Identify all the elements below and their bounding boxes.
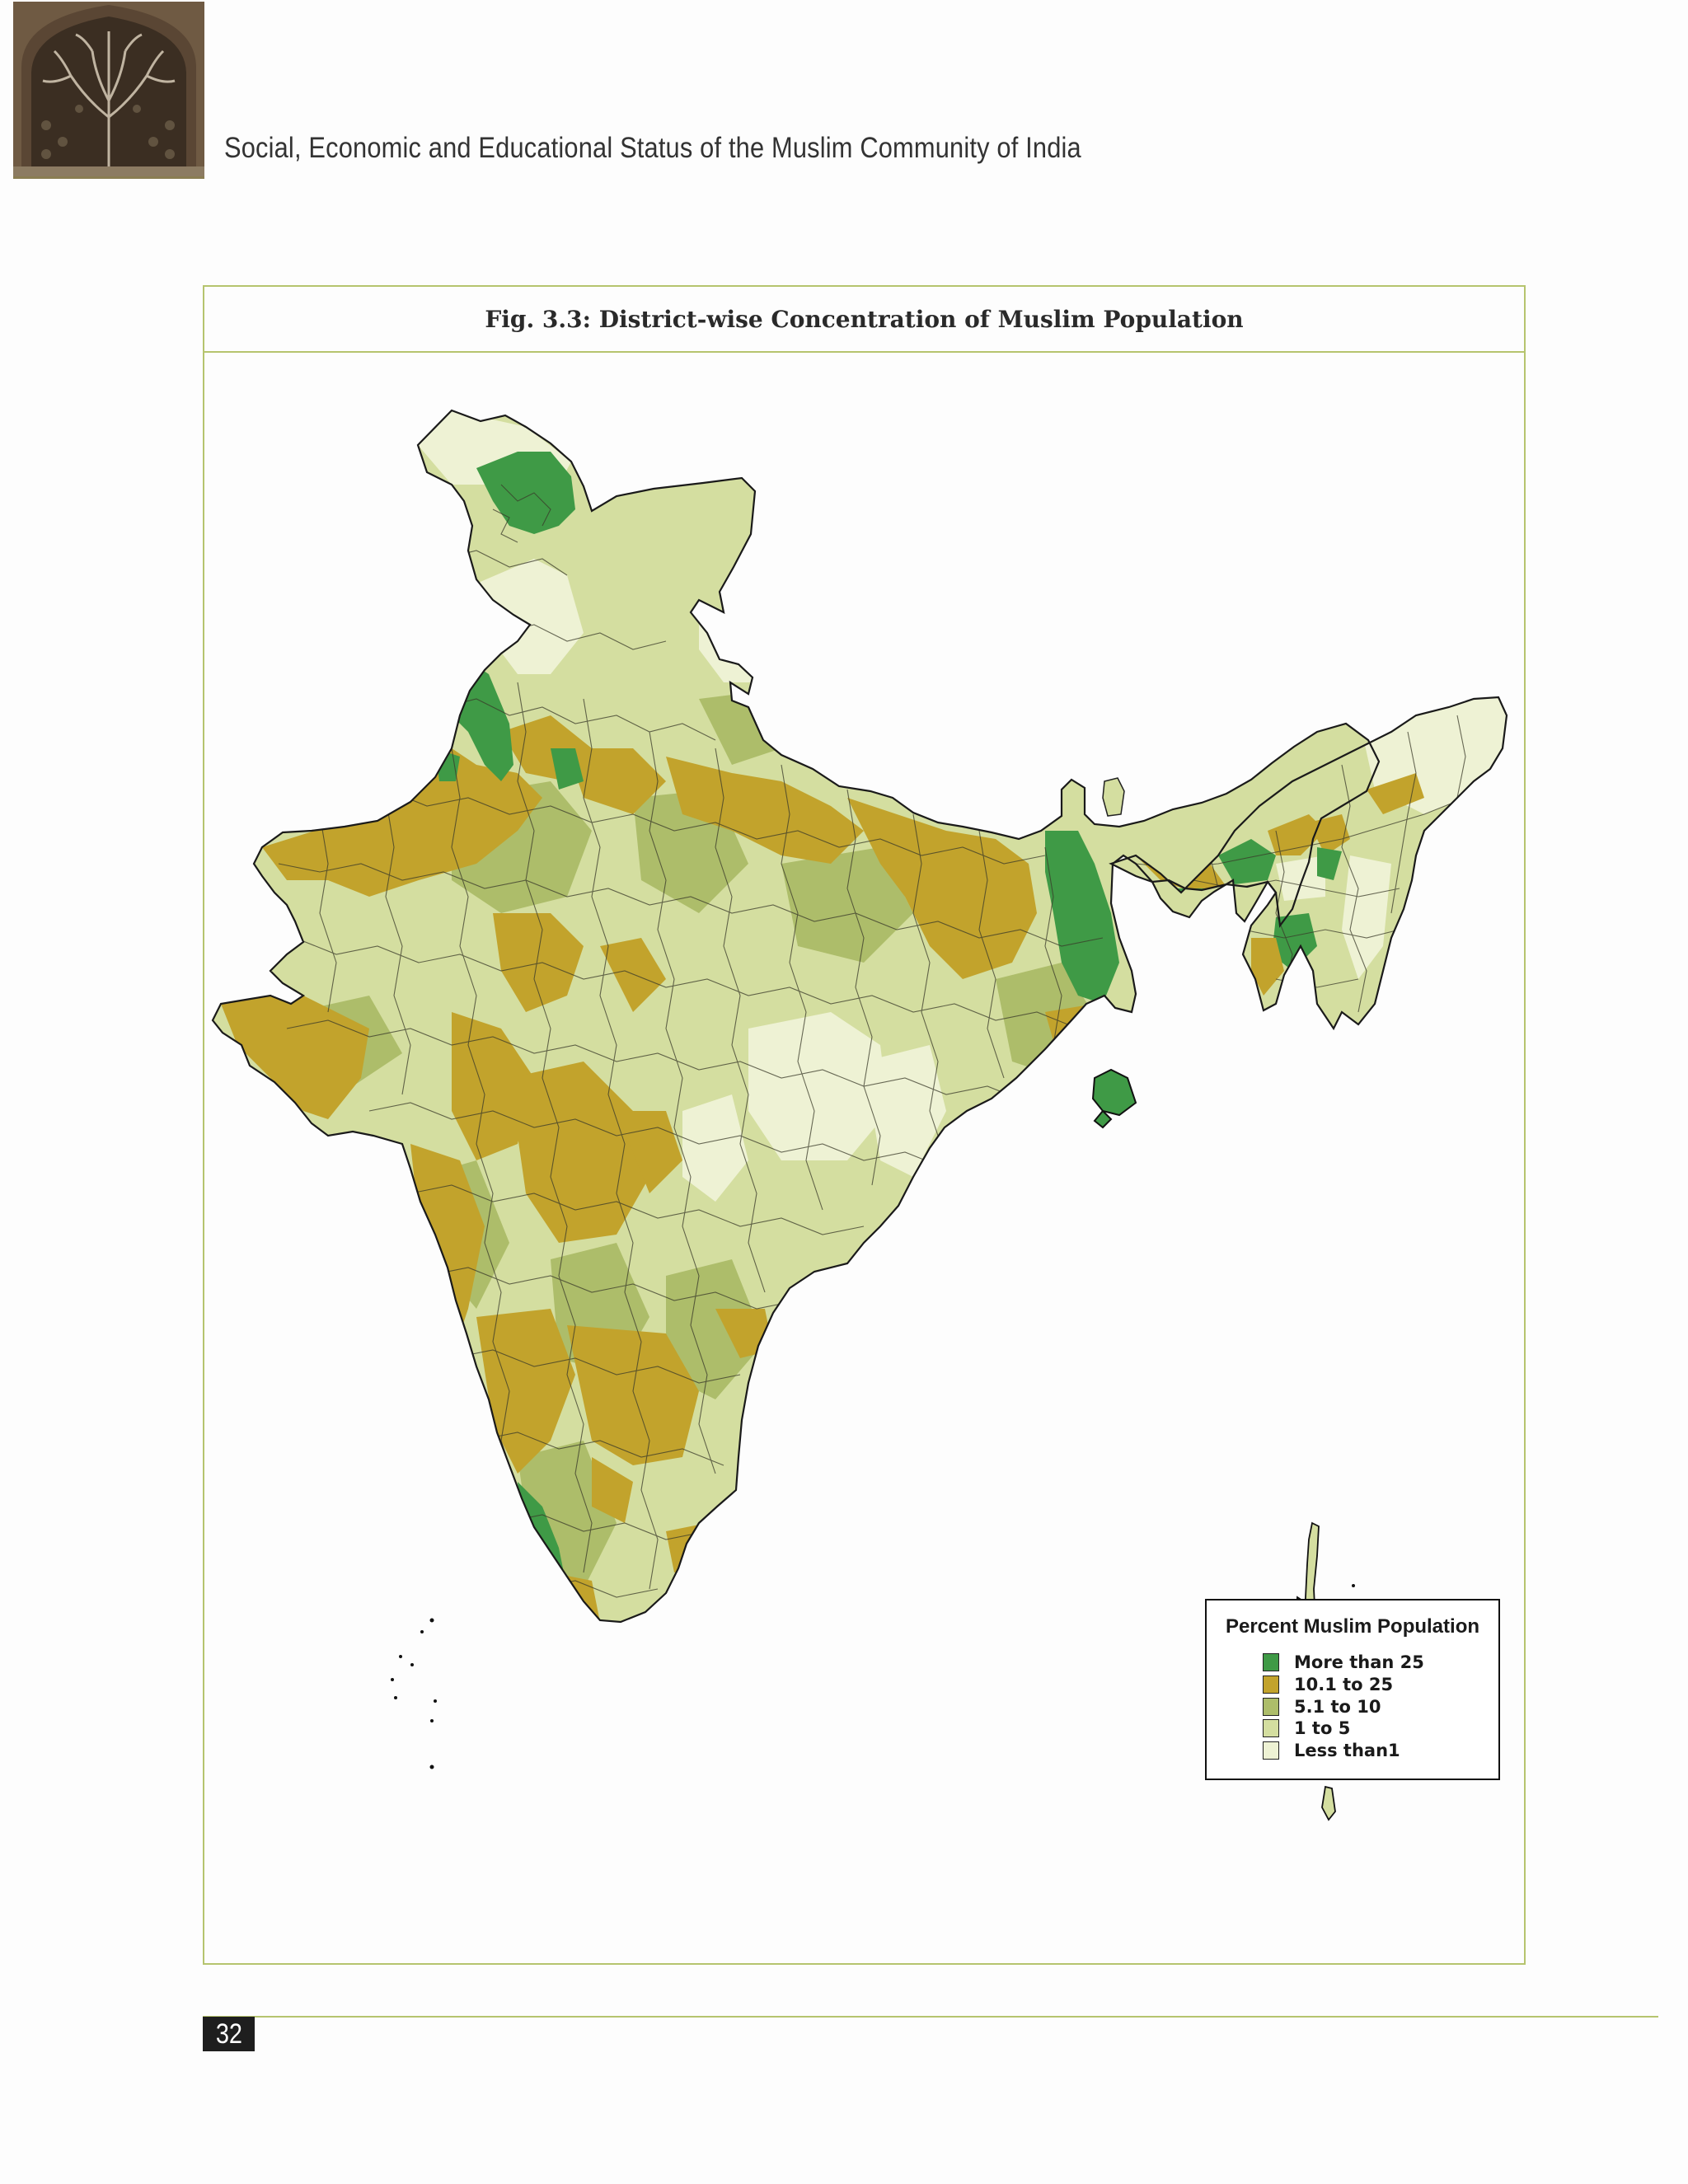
legend-swatch bbox=[1263, 1675, 1279, 1694]
mainland-fill bbox=[213, 410, 1379, 1622]
legend-label: Less than1 bbox=[1294, 1741, 1400, 1760]
page-number-box: 32 bbox=[203, 2017, 255, 2051]
legend-label: 1 to 5 bbox=[1294, 1718, 1351, 1738]
legend-item-10-to-25: 10.1 to 25 bbox=[1263, 1674, 1393, 1695]
sikkim-region bbox=[1102, 777, 1125, 817]
map-legend: Percent Muslim Population More than 25 1… bbox=[1205, 1599, 1500, 1780]
legend-label: 5.1 to 10 bbox=[1294, 1697, 1381, 1717]
figure-caption-row: Fig. 3.3: District-wise Concentration of… bbox=[204, 287, 1524, 353]
legend-swatch bbox=[1263, 1653, 1279, 1671]
page-number: 32 bbox=[215, 2018, 242, 2050]
district-boundaries bbox=[253, 484, 1104, 1598]
running-header-title: Social, Economic and Educational Status … bbox=[224, 132, 1081, 164]
legend-item-more-than-25: More than 25 bbox=[1263, 1652, 1424, 1673]
legend-title: Percent Muslim Population bbox=[1225, 1615, 1480, 1638]
legend-swatch bbox=[1263, 1698, 1279, 1716]
india-district-map bbox=[211, 409, 1508, 1821]
legend-label: More than 25 bbox=[1294, 1652, 1424, 1672]
legend-item-less-than-1: Less than1 bbox=[1263, 1740, 1400, 1761]
lakshadweep-islands bbox=[391, 1618, 437, 1769]
figure-caption: Fig. 3.3: District-wise Concentration of… bbox=[485, 305, 1244, 333]
carved-stone-window-tree-of-life-icon bbox=[13, 2, 204, 178]
legend-label: 10.1 to 25 bbox=[1294, 1675, 1394, 1694]
figure-frame: Fig. 3.3: District-wise Concentration of… bbox=[203, 285, 1526, 1965]
footer-rule bbox=[203, 2016, 1658, 2018]
legend-swatch bbox=[1263, 1719, 1279, 1737]
legend-swatch bbox=[1263, 1741, 1279, 1760]
sundarbans-coast bbox=[1091, 1068, 1137, 1129]
header-rule bbox=[13, 176, 204, 179]
legend-item-5-to-10: 5.1 to 10 bbox=[1263, 1696, 1381, 1718]
legend-item-1-to-5: 1 to 5 bbox=[1263, 1718, 1350, 1739]
